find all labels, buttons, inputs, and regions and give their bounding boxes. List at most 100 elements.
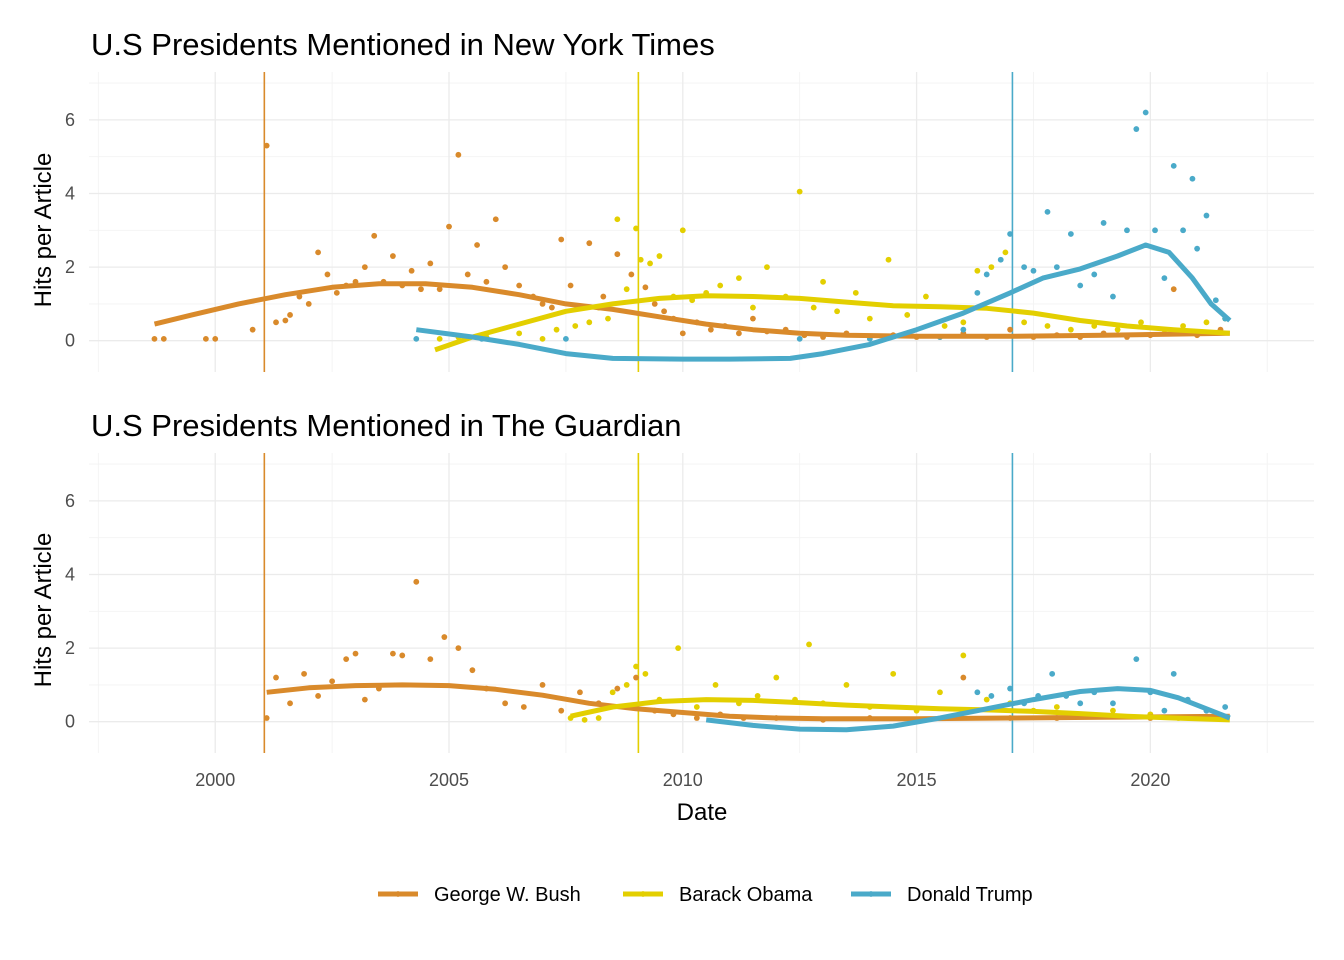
trend-line-trump xyxy=(415,242,1232,362)
legend-key-point-trump xyxy=(868,891,874,897)
data-point xyxy=(1007,326,1013,333)
y-tick-label: 2 xyxy=(65,257,75,277)
data-point xyxy=(960,326,967,333)
data-point xyxy=(1044,323,1051,329)
data-point xyxy=(558,707,565,714)
data-point xyxy=(581,716,588,723)
x-tick-label: 2000 xyxy=(195,770,235,790)
data-point xyxy=(960,652,967,659)
data-point xyxy=(609,689,616,696)
trend-line-obama xyxy=(434,293,1230,353)
data-point xyxy=(820,278,826,285)
data-point xyxy=(333,289,340,296)
y-axis-title: Hits per Article xyxy=(30,533,57,688)
data-point xyxy=(1138,319,1144,326)
data-point xyxy=(1180,227,1186,234)
points-trump xyxy=(413,109,1229,342)
data-point xyxy=(516,282,523,289)
y-axis-title: Hits per Article xyxy=(30,153,57,308)
trend-line-trump xyxy=(705,686,1231,733)
data-point xyxy=(642,284,649,291)
data-point xyxy=(693,704,700,710)
data-point xyxy=(483,278,490,285)
data-point xyxy=(408,267,415,274)
points-bush xyxy=(151,142,1224,342)
data-point xyxy=(1180,323,1186,329)
data-point xyxy=(623,682,630,688)
x-tick-label: 2010 xyxy=(663,770,703,790)
data-point xyxy=(637,256,644,263)
data-point xyxy=(427,656,434,663)
data-point xyxy=(263,715,270,721)
data-point xyxy=(974,689,981,696)
data-point xyxy=(595,715,602,721)
data-point xyxy=(455,645,462,651)
data-point xyxy=(586,240,593,247)
grid xyxy=(89,72,1314,372)
data-point xyxy=(633,663,639,670)
data-point xyxy=(1152,227,1158,234)
data-point xyxy=(1110,293,1116,300)
data-point xyxy=(212,335,219,342)
data-point xyxy=(282,317,289,324)
panel-new-york-times: U.S Presidents Mentioned in New York Tim… xyxy=(30,27,1314,372)
data-point xyxy=(810,304,817,311)
data-point xyxy=(707,326,714,333)
data-point xyxy=(361,264,368,270)
data-point xyxy=(997,256,1004,263)
data-point xyxy=(390,253,396,259)
data-point xyxy=(301,670,307,677)
data-point xyxy=(974,289,981,296)
data-point xyxy=(1133,126,1140,132)
data-point xyxy=(651,301,658,307)
data-point xyxy=(983,696,990,703)
data-point xyxy=(1067,326,1074,333)
data-point xyxy=(923,293,929,300)
data-point xyxy=(202,335,209,342)
data-point xyxy=(605,315,611,322)
data-point xyxy=(287,700,293,707)
data-point xyxy=(586,319,593,326)
y-tick-label: 4 xyxy=(65,564,75,584)
data-point xyxy=(1053,264,1060,270)
data-point xyxy=(464,271,471,278)
y-tick-label: 4 xyxy=(65,183,75,203)
data-point xyxy=(539,301,546,307)
x-tick-label: 2005 xyxy=(429,770,469,790)
x-tick-label: 2015 xyxy=(897,770,937,790)
data-point xyxy=(1067,231,1074,237)
data-point xyxy=(754,693,761,699)
data-point xyxy=(679,330,686,337)
data-point xyxy=(1170,162,1177,169)
data-point xyxy=(736,330,742,337)
data-point xyxy=(413,335,420,342)
data-point xyxy=(1212,297,1219,304)
data-point xyxy=(151,335,158,342)
data-point xyxy=(446,223,452,230)
data-point xyxy=(1114,326,1121,333)
data-point xyxy=(1002,249,1009,256)
data-point xyxy=(1170,670,1177,677)
data-point xyxy=(558,236,565,243)
data-point xyxy=(904,312,911,318)
data-point xyxy=(516,330,523,337)
data-point xyxy=(553,326,560,333)
data-point xyxy=(647,260,653,267)
data-point xyxy=(988,693,995,699)
data-point xyxy=(305,301,312,307)
data-point xyxy=(324,271,331,278)
legend-key-point-obama xyxy=(640,891,646,897)
data-point xyxy=(577,689,583,696)
data-point xyxy=(974,267,981,274)
data-point xyxy=(572,323,579,329)
data-point xyxy=(273,674,279,681)
data-point xyxy=(750,315,756,322)
data-point xyxy=(796,335,803,342)
data-point xyxy=(764,264,770,270)
data-point xyxy=(361,696,368,703)
data-point xyxy=(567,282,574,289)
data-point xyxy=(1077,700,1084,707)
data-point xyxy=(866,315,873,322)
grid xyxy=(89,453,1314,753)
data-point xyxy=(1110,700,1116,707)
